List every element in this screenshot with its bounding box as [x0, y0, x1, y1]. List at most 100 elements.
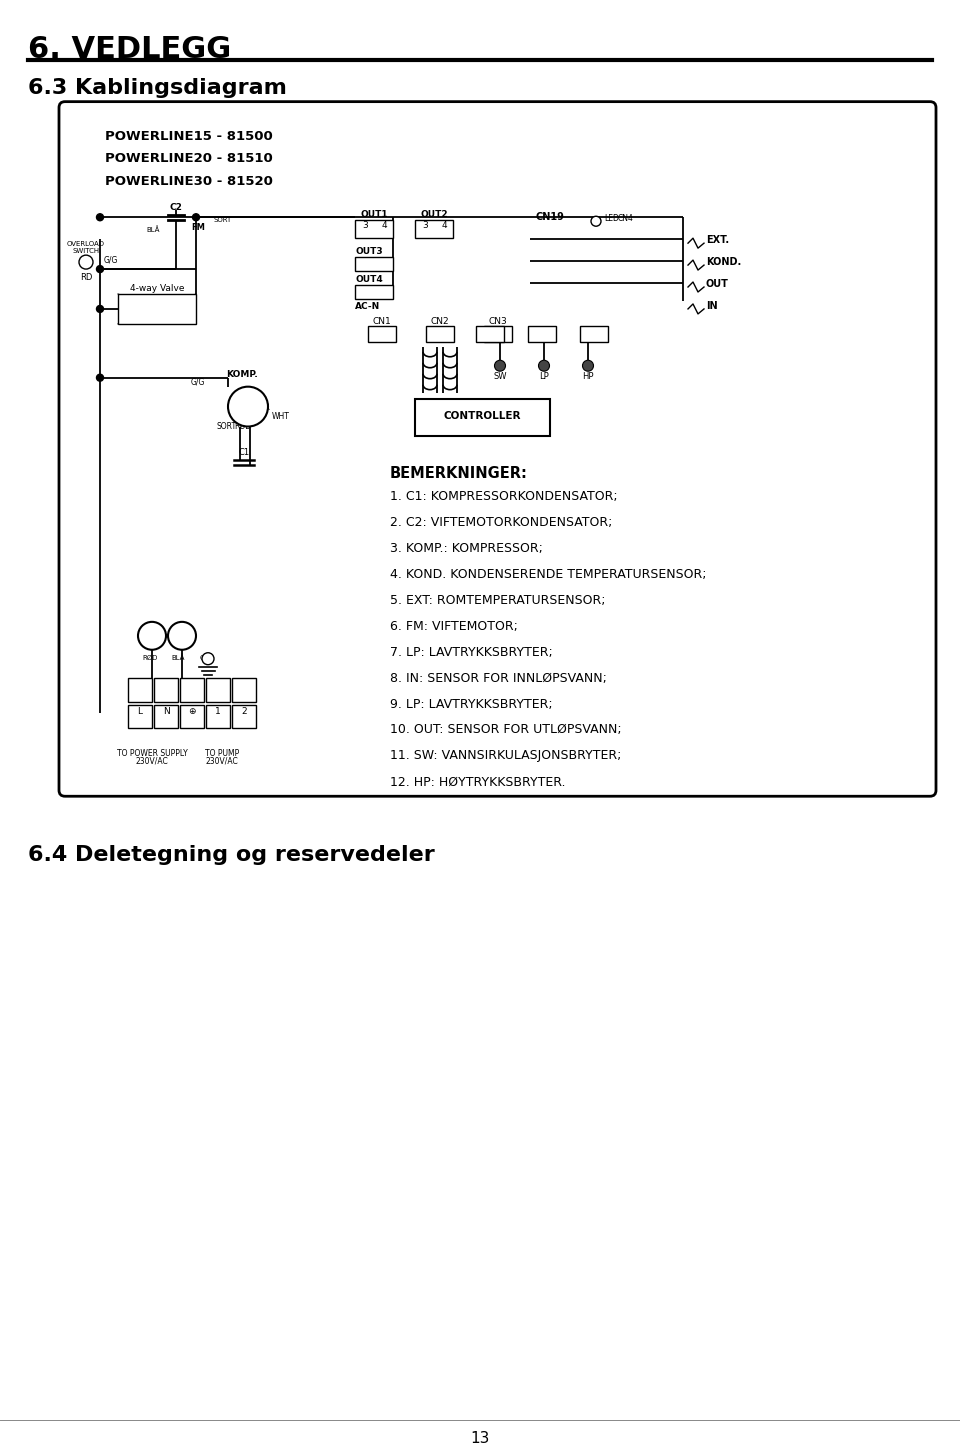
Text: KOND.: KOND. [706, 256, 741, 267]
Text: N: N [162, 707, 169, 716]
Text: EXT.: EXT. [706, 235, 730, 245]
Text: RØD: RØD [234, 422, 252, 430]
Text: 6.4 Deletegning og reservedeler: 6.4 Deletegning og reservedeler [28, 845, 435, 865]
Text: LP: LP [540, 372, 549, 381]
Text: 6. FM: VIFTEMOTOR;: 6. FM: VIFTEMOTOR; [390, 620, 517, 633]
Text: TO POWER SUPPLY: TO POWER SUPPLY [116, 749, 187, 758]
Text: 2: 2 [241, 707, 247, 716]
Text: BEMERKNINGER:: BEMERKNINGER: [390, 467, 528, 481]
Text: 4: 4 [381, 222, 387, 230]
Circle shape [202, 652, 214, 665]
Text: RØD: RØD [142, 655, 157, 661]
Bar [232, 704, 256, 729]
Text: CN3: CN3 [489, 317, 508, 326]
Text: L: L [148, 629, 156, 642]
Text: SORT: SORT [214, 217, 232, 223]
Bar [118, 294, 196, 325]
Text: CN2: CN2 [431, 317, 449, 326]
Circle shape [494, 361, 506, 371]
FancyBboxPatch shape [59, 101, 936, 797]
Text: BLÅ: BLÅ [146, 226, 159, 233]
Text: 1: 1 [215, 707, 221, 716]
Text: SORT: SORT [217, 422, 237, 430]
Text: POWERLINE15 - 81500: POWERLINE15 - 81500 [105, 129, 273, 142]
Text: ⊕: ⊕ [188, 707, 196, 716]
Text: TO PUMP: TO PUMP [204, 749, 239, 758]
Text: C1: C1 [238, 448, 250, 458]
Text: WHT: WHT [272, 412, 290, 420]
Bar [580, 326, 608, 342]
Text: CN4: CN4 [618, 214, 634, 223]
Text: IN: IN [706, 301, 718, 312]
Bar [355, 220, 393, 238]
Text: 2. C2: VIFTEMOTORKONDENSATOR;: 2. C2: VIFTEMOTORKONDENSATOR; [390, 516, 612, 529]
Text: KOMP.: KOMP. [227, 369, 258, 378]
Text: BLÅ: BLÅ [171, 655, 184, 661]
Text: G/G: G/G [104, 255, 118, 264]
Bar [355, 285, 393, 298]
Text: HP: HP [583, 372, 593, 381]
Text: OUT2: OUT2 [420, 210, 447, 219]
Text: G/G: G/G [200, 655, 212, 661]
Text: OVERLOAD: OVERLOAD [67, 241, 105, 248]
Text: SWITCH: SWITCH [72, 248, 100, 254]
Bar [180, 678, 204, 701]
Text: OUT1: OUT1 [360, 210, 388, 219]
Text: 4: 4 [442, 222, 446, 230]
Circle shape [97, 374, 104, 381]
Bar [206, 678, 230, 701]
Text: G/G: G/G [191, 378, 205, 387]
Bar [484, 326, 512, 342]
Circle shape [583, 361, 593, 371]
Text: 8. IN: SENSOR FOR INNLØPSVANN;: 8. IN: SENSOR FOR INNLØPSVANN; [390, 672, 607, 685]
Bar [154, 704, 178, 729]
Text: 3: 3 [362, 222, 368, 230]
Text: LED: LED [604, 214, 619, 223]
Circle shape [168, 622, 196, 649]
Text: OUT4: OUT4 [355, 275, 383, 284]
Text: 230V/AC: 230V/AC [135, 756, 168, 765]
Circle shape [591, 216, 601, 226]
Text: C2: C2 [170, 203, 182, 213]
Text: CONTROLLER: CONTROLLER [444, 410, 521, 420]
Text: 4-way Valve: 4-way Valve [130, 284, 184, 293]
Text: M: M [242, 397, 254, 410]
Bar [528, 326, 556, 342]
Circle shape [97, 265, 104, 272]
Text: 9. LP: LAVTRYKKSBRYTER;: 9. LP: LAVTRYKKSBRYTER; [390, 697, 553, 710]
Text: R: R [263, 403, 269, 412]
Bar [128, 678, 152, 701]
Bar [368, 326, 396, 342]
Text: 4. KOND. KONDENSERENDE TEMPERATURSENSOR;: 4. KOND. KONDENSERENDE TEMPERATURSENSOR; [390, 568, 707, 581]
Text: 5. EXT: ROMTEMPERATURSENSOR;: 5. EXT: ROMTEMPERATURSENSOR; [390, 594, 606, 607]
Bar [355, 256, 393, 271]
Bar [206, 704, 230, 729]
Text: POWERLINE30 - 81520: POWERLINE30 - 81520 [105, 175, 273, 188]
Text: L: L [137, 707, 142, 716]
Bar [154, 678, 178, 701]
Circle shape [539, 361, 549, 371]
Bar [128, 704, 152, 729]
Bar [426, 326, 454, 342]
Bar [180, 704, 204, 729]
Text: RD: RD [80, 272, 92, 283]
Text: SW: SW [493, 372, 507, 381]
Text: C: C [228, 403, 233, 412]
Text: CN1: CN1 [372, 317, 392, 326]
Text: 3. KOMP.: KOMPRESSOR;: 3. KOMP.: KOMPRESSOR; [390, 542, 542, 555]
Bar [415, 398, 550, 436]
Text: 230V/AC: 230V/AC [205, 756, 238, 765]
Bar [476, 326, 504, 342]
Circle shape [97, 306, 104, 313]
Text: 3: 3 [422, 222, 428, 230]
Text: 1. C1: KOMPRESSORKONDENSATOR;: 1. C1: KOMPRESSORKONDENSATOR; [390, 490, 617, 503]
Text: OUT3: OUT3 [355, 248, 383, 256]
Circle shape [97, 214, 104, 220]
Text: 12. HP: HØYTRYKKSBRYTER.: 12. HP: HØYTRYKKSBRYTER. [390, 775, 565, 788]
Text: 13: 13 [470, 1432, 490, 1446]
Text: 7. LP: LAVTRYKKSBRYTER;: 7. LP: LAVTRYKKSBRYTER; [390, 646, 553, 659]
Circle shape [138, 622, 166, 649]
Text: 10. OUT: SENSOR FOR UTLØPSVANN;: 10. OUT: SENSOR FOR UTLØPSVANN; [390, 723, 622, 736]
Bar [232, 678, 256, 701]
Text: FM: FM [191, 223, 204, 232]
